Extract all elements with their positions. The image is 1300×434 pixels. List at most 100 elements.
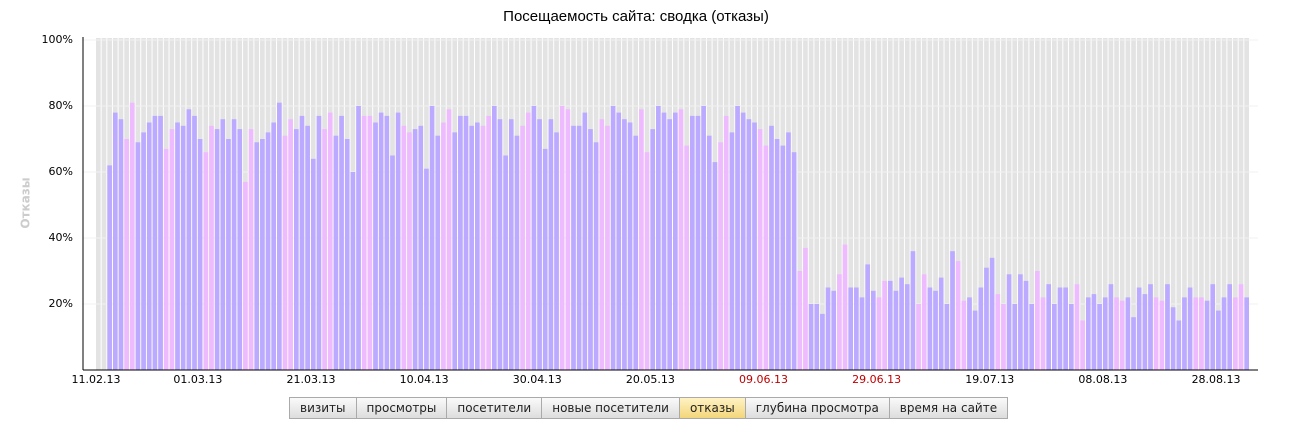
bar bbox=[582, 112, 588, 370]
bar bbox=[282, 135, 288, 370]
bar bbox=[972, 310, 978, 370]
bar bbox=[418, 125, 424, 370]
bar bbox=[260, 139, 265, 370]
day-column bbox=[989, 38, 995, 370]
bar bbox=[593, 142, 599, 370]
bar bbox=[107, 165, 112, 370]
tab-button[interactable]: просмотры bbox=[355, 397, 448, 419]
bar bbox=[865, 264, 870, 370]
day-column bbox=[1227, 38, 1233, 370]
bar bbox=[254, 142, 260, 370]
tab-button[interactable]: глубина просмотра bbox=[744, 397, 890, 419]
bar bbox=[605, 125, 610, 370]
bar bbox=[763, 145, 769, 370]
day-column bbox=[1085, 38, 1091, 370]
bar bbox=[237, 129, 243, 370]
bar bbox=[938, 277, 944, 370]
bar bbox=[622, 119, 627, 370]
bar bbox=[203, 152, 209, 370]
day-column bbox=[876, 38, 882, 370]
bar bbox=[610, 106, 616, 370]
bar bbox=[197, 139, 203, 370]
bar bbox=[356, 106, 361, 370]
day-column bbox=[995, 38, 1001, 370]
bar bbox=[752, 122, 757, 370]
bar bbox=[491, 106, 497, 370]
bar bbox=[542, 148, 548, 370]
bar bbox=[1046, 284, 1052, 370]
bar bbox=[1233, 297, 1238, 370]
bar bbox=[452, 132, 458, 370]
bar bbox=[797, 271, 803, 370]
bar bbox=[695, 115, 701, 371]
x-tick-label: 01.03.13 bbox=[173, 373, 222, 386]
bar bbox=[921, 274, 927, 370]
bar bbox=[407, 132, 412, 370]
tab-button[interactable]: новые посетители bbox=[541, 397, 680, 419]
chart-title: Посещаемость сайта: сводка (отказы) bbox=[503, 8, 769, 25]
bar bbox=[627, 122, 633, 370]
day-column bbox=[803, 38, 808, 370]
tab-button[interactable]: отказы bbox=[678, 397, 746, 419]
bar bbox=[1029, 304, 1035, 370]
bar bbox=[271, 122, 277, 370]
bar bbox=[1193, 297, 1199, 370]
x-tick-label: 09.06.13 bbox=[739, 373, 788, 386]
day-column bbox=[797, 38, 803, 370]
bar bbox=[310, 158, 316, 370]
bar bbox=[395, 112, 401, 370]
x-tick-label: 11.02.13 bbox=[72, 373, 121, 386]
bar bbox=[350, 172, 356, 370]
x-tick-label: 08.08.13 bbox=[1078, 373, 1127, 386]
bar bbox=[706, 135, 712, 370]
bar bbox=[656, 106, 661, 370]
tab-button[interactable]: время на сайте bbox=[888, 397, 1009, 419]
tab-button[interactable]: посетители bbox=[446, 397, 543, 419]
bar bbox=[401, 125, 407, 370]
day-column bbox=[842, 38, 848, 370]
bar bbox=[1210, 284, 1216, 370]
bar bbox=[701, 106, 706, 370]
bar bbox=[689, 115, 695, 371]
day-column bbox=[1148, 38, 1153, 370]
bar bbox=[1074, 284, 1080, 370]
bar bbox=[243, 181, 248, 370]
bar bbox=[859, 297, 865, 370]
day-column bbox=[950, 38, 955, 370]
day-column bbox=[1029, 38, 1035, 370]
bar bbox=[820, 313, 825, 370]
bar bbox=[435, 135, 441, 370]
bar bbox=[1125, 297, 1131, 370]
bar bbox=[678, 109, 684, 371]
bar bbox=[599, 119, 605, 370]
day-column bbox=[1142, 38, 1148, 370]
bar bbox=[1035, 271, 1040, 370]
tab-button[interactable]: визиты bbox=[289, 397, 357, 419]
bar bbox=[723, 115, 729, 371]
y-tick-label: 80% bbox=[49, 99, 73, 112]
bar bbox=[559, 106, 565, 370]
bar bbox=[486, 115, 491, 371]
day-column bbox=[978, 38, 984, 370]
bar bbox=[361, 115, 367, 371]
bar bbox=[220, 119, 226, 370]
bar bbox=[1136, 287, 1142, 370]
day-column bbox=[808, 38, 814, 370]
day-column bbox=[1176, 38, 1182, 370]
bar bbox=[1159, 300, 1165, 370]
day-column bbox=[955, 38, 961, 370]
bar bbox=[135, 142, 141, 370]
day-column bbox=[1001, 38, 1006, 370]
bar bbox=[248, 129, 254, 370]
day-column bbox=[1080, 38, 1085, 370]
x-tick-label: 29.06.13 bbox=[852, 373, 901, 386]
bar bbox=[373, 122, 378, 370]
bar bbox=[718, 142, 723, 370]
day-column bbox=[921, 38, 927, 370]
bar bbox=[1063, 287, 1068, 370]
bar bbox=[1080, 320, 1085, 370]
bar bbox=[1204, 300, 1210, 370]
bar bbox=[163, 148, 169, 370]
bar bbox=[661, 112, 667, 370]
